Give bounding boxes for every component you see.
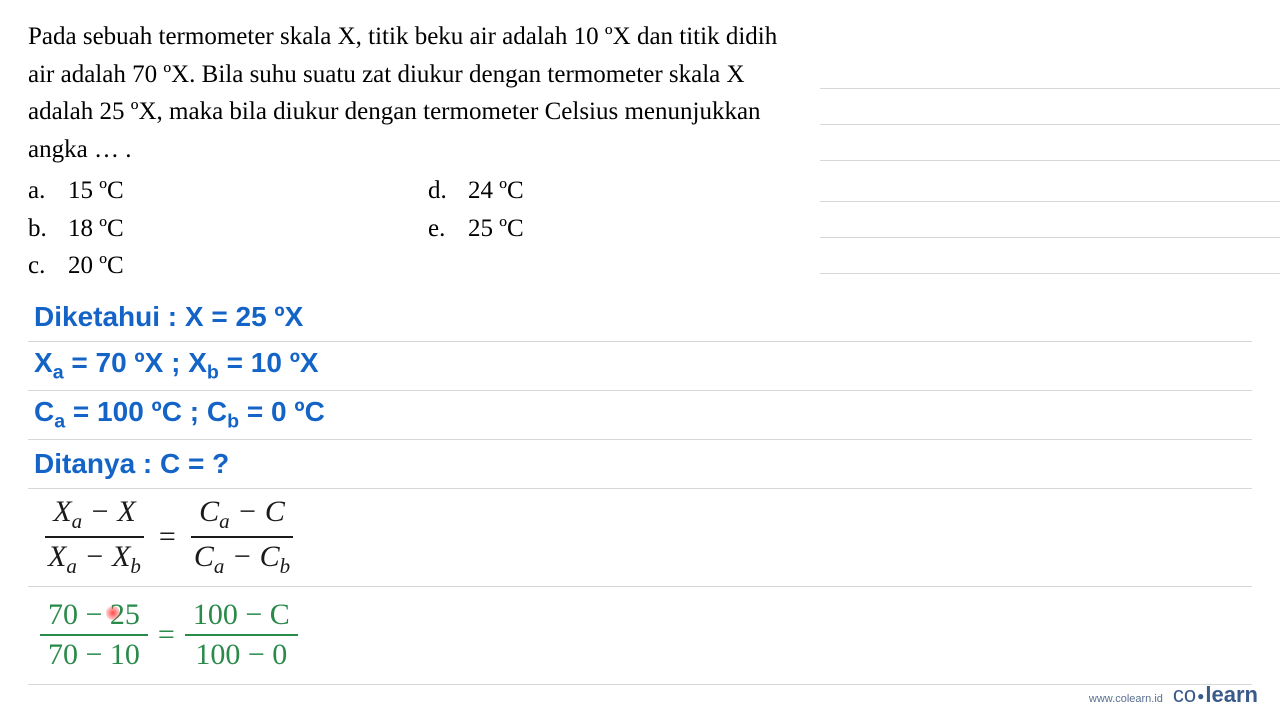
rule-line (820, 202, 1280, 238)
solution-line-asked: Ditanya : C = ? (28, 440, 1252, 489)
question-block: Pada sebuah termometer skala X, titik be… (28, 18, 808, 168)
option-value: 18 ºC (68, 210, 124, 248)
rule-line (820, 238, 1280, 274)
question-line: Pada sebuah termometer skala X, titik be… (28, 18, 808, 56)
frac-bot: 100 − 0 (187, 636, 295, 674)
options-col-left: a. 15 ºC b. 18 ºC c. 20 ºC (28, 172, 428, 285)
formula-numeric: 70 − 25 70 − 10 = 100 − C 100 − 0 (34, 596, 298, 674)
option-letter: a. (28, 172, 68, 210)
option-letter: b. (28, 210, 68, 248)
rule-line (820, 161, 1280, 202)
rule-line (820, 125, 1280, 161)
frac-top: Xa − X (45, 493, 143, 538)
background-rules-right (820, 48, 1280, 274)
formula-symbolic: Xa − X Xa − Xb = Ca − C Ca − Cb (34, 493, 298, 581)
solution-line-formula: Xa − X Xa − Xb = Ca − C Ca − Cb (28, 489, 1252, 587)
frac-bot: Xa − Xb (40, 538, 149, 581)
option-letter: d. (428, 172, 468, 210)
asked-text: Ditanya : C = ? (34, 448, 229, 480)
option-c: c. 20 ºC (28, 247, 428, 285)
frac-top: 100 − C (185, 596, 298, 636)
frac-top: Ca − C (191, 493, 293, 538)
rule-line (820, 48, 1280, 89)
cursor-dot-icon (106, 606, 120, 620)
x-values: Xa = 70 ºX ; Xb = 10 ºX (34, 347, 319, 385)
equals-sign: = (159, 520, 176, 554)
option-b: b. 18 ºC (28, 210, 428, 248)
formula-lhs-fraction: Xa − X Xa − Xb (40, 493, 149, 581)
c-values: Ca = 100 ºC ; Cb = 0 ºC (34, 396, 325, 434)
watermark-url: www.colearn.id (1089, 693, 1163, 705)
watermark: www.colearn.id co●learn (1089, 682, 1258, 708)
given-text: Diketahui : X = 25 ºX (34, 301, 303, 333)
option-value: 25 ºC (468, 210, 524, 248)
solution-line-numeric: 70 − 25 70 − 10 = 100 − C 100 − 0 (28, 587, 1252, 685)
dot-icon: ● (1197, 689, 1204, 703)
frac-top: 70 − 25 (40, 596, 148, 636)
solution-area: Diketahui : X = 25 ºX Xa = 70 ºX ; Xb = … (28, 293, 1252, 685)
watermark-logo: co●learn (1173, 682, 1258, 708)
option-d: d. 24 ºC (428, 172, 728, 210)
formula-rhs-fraction: Ca − C Ca − Cb (186, 493, 298, 581)
option-e: e. 25 ºC (428, 210, 728, 248)
option-a: a. 15 ºC (28, 172, 428, 210)
option-letter: c. (28, 247, 68, 285)
option-value: 20 ºC (68, 247, 124, 285)
numeric-lhs-fraction: 70 − 25 70 − 10 (40, 596, 148, 674)
options-col-right: d. 24 ºC e. 25 ºC (428, 172, 728, 285)
frac-bot: Ca − Cb (186, 538, 298, 581)
numeric-rhs-fraction: 100 − C 100 − 0 (185, 596, 298, 674)
frac-bot: 70 − 10 (40, 636, 148, 674)
solution-line-given: Diketahui : X = 25 ºX (28, 293, 1252, 342)
solution-line-x: Xa = 70 ºX ; Xb = 10 ºX (28, 342, 1252, 391)
option-value: 15 ºC (68, 172, 124, 210)
question-line: angka … . (28, 131, 808, 169)
equals-sign: = (158, 618, 175, 652)
question-line: adalah 25 ºX, maka bila diukur dengan te… (28, 93, 808, 131)
option-letter: e. (428, 210, 468, 248)
option-value: 24 ºC (468, 172, 524, 210)
solution-line-c: Ca = 100 ºC ; Cb = 0 ºC (28, 391, 1252, 440)
question-line: air adalah 70 ºX. Bila suhu suatu zat di… (28, 56, 808, 94)
rule-line (820, 89, 1280, 125)
